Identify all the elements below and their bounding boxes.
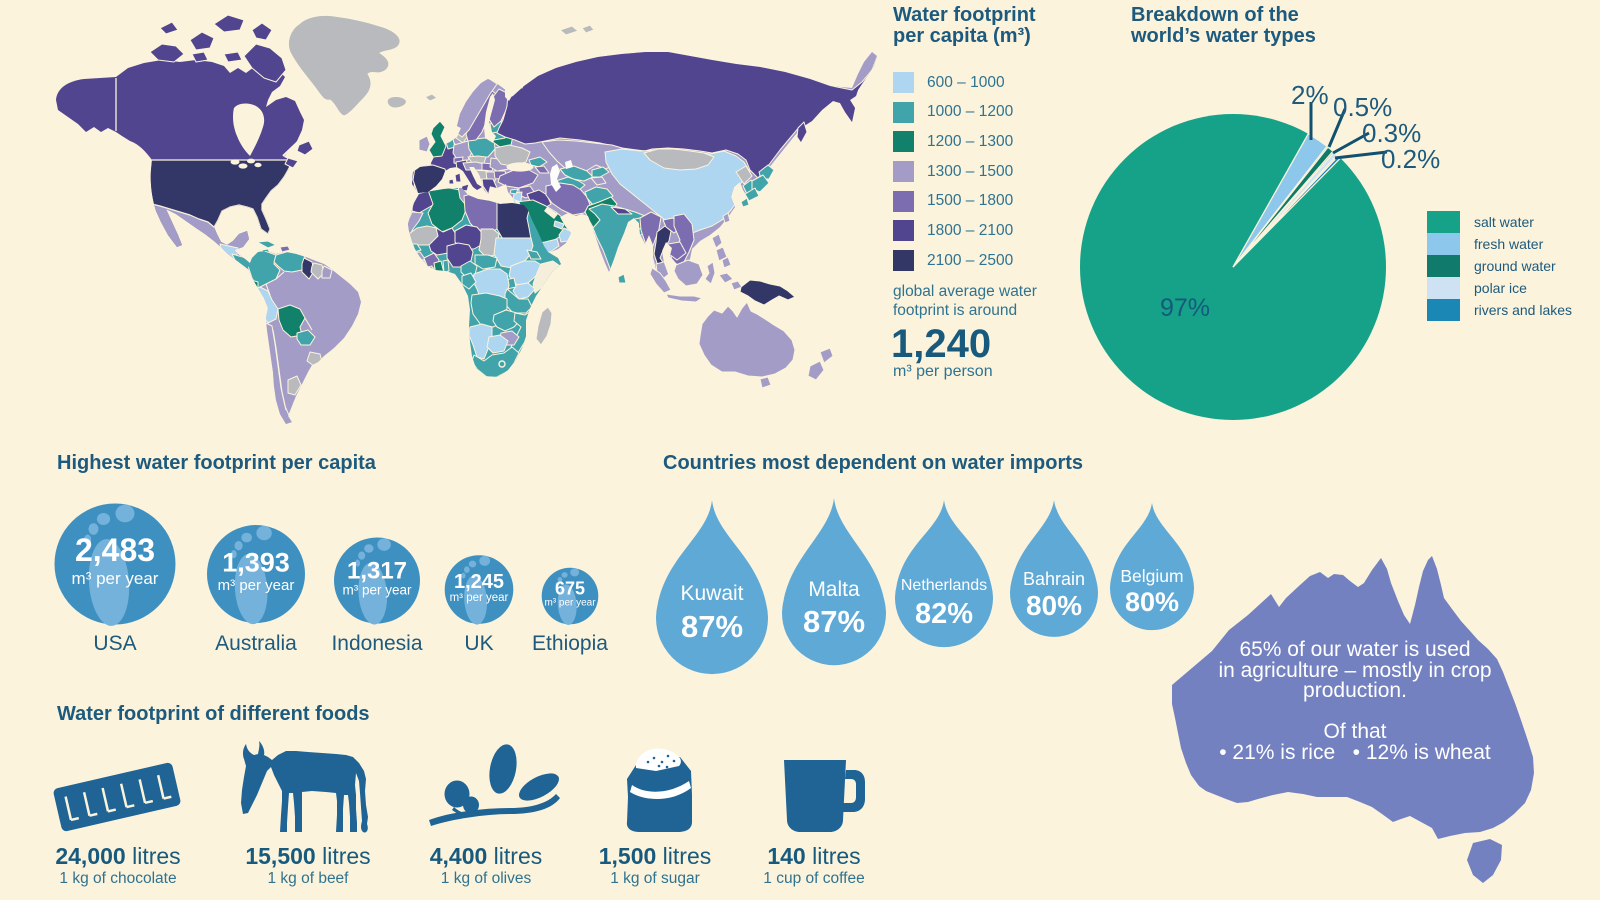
svg-text:1,245: 1,245 [454,571,504,593]
svg-text:87%: 87% [681,609,743,644]
svg-text:80%: 80% [1026,590,1082,621]
svg-text:m³ per year: m³ per year [218,577,295,594]
svg-text:m³ per year: m³ per year [72,569,159,588]
svg-text:97%: 97% [1160,294,1210,322]
svg-text:2,483: 2,483 [75,532,155,568]
svg-text:82%: 82% [915,598,973,630]
svg-text:Netherlands: Netherlands [901,577,987,594]
svg-text:1,393: 1,393 [222,548,290,578]
svg-text:Belgium: Belgium [1120,566,1183,586]
svg-text:m³ per year: m³ per year [342,583,412,598]
svg-text:675: 675 [555,579,585,599]
svg-text:80%: 80% [1125,587,1179,617]
svg-text:1,317: 1,317 [347,557,407,584]
svg-text:m³ per year: m³ per year [450,592,509,604]
svg-text:87%: 87% [803,604,865,639]
svg-text:Malta: Malta [808,578,860,601]
svg-text:Kuwait: Kuwait [680,582,743,605]
svg-text:m³ per year: m³ per year [544,597,596,608]
svg-text:Bahrain: Bahrain [1023,569,1085,589]
